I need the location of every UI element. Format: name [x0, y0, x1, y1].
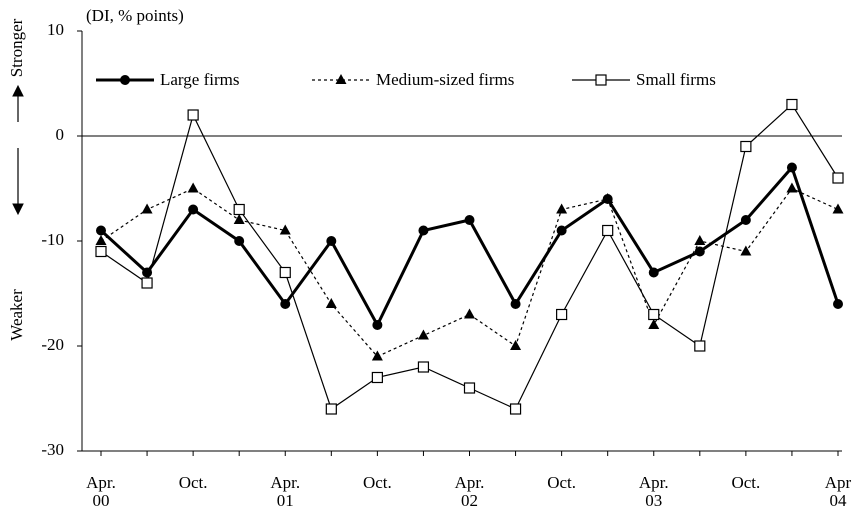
point — [280, 299, 291, 309]
point — [464, 215, 475, 225]
legend-label: Medium-sized firms — [376, 70, 514, 89]
x-tick-label: Apr. — [455, 473, 485, 492]
point — [463, 382, 476, 394]
legend-label: Small firms — [636, 70, 716, 89]
point — [832, 172, 844, 184]
x-tick-label: Oct. — [179, 473, 208, 492]
x-tick-label: Apr. — [270, 473, 300, 492]
point — [141, 203, 153, 214]
point — [141, 277, 153, 289]
point — [95, 235, 107, 245]
point — [279, 266, 291, 279]
x-tick-label: 02 — [461, 491, 478, 510]
point — [832, 203, 844, 214]
point — [371, 350, 383, 361]
point — [234, 236, 245, 246]
point — [371, 371, 383, 384]
x-tick-label: 03 — [645, 491, 662, 510]
x-tick-label: 04 — [830, 491, 848, 510]
point — [694, 246, 705, 257]
point — [740, 215, 751, 225]
point — [96, 225, 106, 236]
point — [602, 224, 614, 237]
point — [417, 329, 429, 340]
upper-side-label: Stronger — [7, 18, 26, 77]
point — [786, 162, 797, 173]
point — [326, 236, 337, 246]
point — [279, 224, 291, 235]
x-tick-label: 01 — [277, 491, 294, 510]
y-tick-label: -30 — [41, 440, 64, 459]
x-tick-label: Oct. — [547, 473, 576, 492]
point — [233, 214, 245, 224]
point — [786, 98, 798, 111]
point — [556, 225, 567, 236]
lower-side-label: Weaker — [7, 289, 26, 341]
point — [694, 340, 706, 352]
point — [418, 225, 429, 236]
point — [833, 299, 843, 309]
legend-marker — [335, 74, 347, 84]
point — [786, 182, 798, 193]
series-line — [100, 103, 839, 410]
point — [648, 267, 659, 278]
point — [187, 182, 199, 193]
x-tick-label: Oct. — [363, 473, 392, 492]
point — [95, 245, 107, 258]
point — [464, 308, 475, 319]
legend-label: Large firms — [160, 70, 239, 89]
legend-marker — [595, 74, 607, 86]
series-line — [100, 187, 839, 358]
x-tick-label: 00 — [93, 491, 110, 510]
point — [372, 320, 383, 330]
point — [694, 235, 706, 245]
point — [187, 109, 199, 121]
point — [417, 361, 430, 373]
point — [509, 403, 522, 415]
point — [188, 204, 199, 215]
point — [740, 245, 752, 256]
series-line — [99, 164, 840, 329]
side-arrows — [12, 84, 24, 216]
legend-marker — [120, 75, 130, 85]
x-tick-label: Oct. — [731, 473, 760, 492]
point — [325, 403, 337, 415]
point — [510, 299, 521, 309]
x-tick-label: Apr. — [86, 473, 116, 492]
x-tick-label: Apr. — [639, 473, 669, 492]
y-tick-label: 0 — [56, 125, 65, 144]
point — [648, 308, 660, 321]
x-tick-label: Apr — [825, 473, 852, 492]
point — [325, 298, 337, 308]
y-tick-label: -10 — [41, 230, 64, 249]
unit-label: (DI, % points) — [86, 6, 184, 25]
point — [740, 140, 752, 153]
point — [602, 193, 614, 203]
point — [556, 203, 568, 214]
y-tick-label: -20 — [41, 335, 64, 354]
y-tick-label: 10 — [47, 20, 64, 39]
point — [648, 319, 660, 329]
point — [556, 308, 568, 321]
point — [510, 340, 522, 350]
point — [233, 203, 245, 216]
